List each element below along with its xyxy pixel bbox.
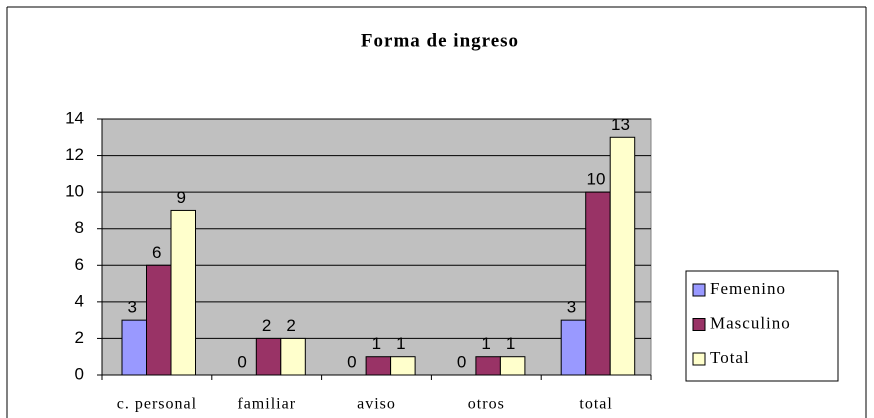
bar bbox=[170, 209, 196, 376]
data-label: 0 bbox=[237, 352, 246, 371]
legend-label: Masculino bbox=[710, 313, 791, 332]
y-tick-label: 4 bbox=[75, 291, 84, 310]
bar bbox=[475, 356, 501, 376]
legend-label: Femenino bbox=[710, 279, 786, 298]
y-tick-label: 6 bbox=[75, 255, 84, 274]
x-tick-label: total bbox=[579, 396, 612, 413]
data-label: 13 bbox=[611, 115, 630, 134]
data-label: 1 bbox=[396, 334, 405, 353]
chart-title: Forma de ingreso bbox=[361, 30, 519, 51]
bar bbox=[390, 356, 416, 376]
bar bbox=[585, 191, 611, 376]
data-label: 10 bbox=[586, 170, 605, 189]
x-tick-label: c. personal bbox=[117, 396, 197, 413]
bar bbox=[499, 356, 526, 376]
x-tick-label: familiar bbox=[237, 396, 296, 413]
y-tick-label: 8 bbox=[75, 218, 84, 237]
data-label: 3 bbox=[567, 298, 576, 317]
legend-swatch bbox=[692, 283, 706, 297]
data-label: 0 bbox=[347, 352, 356, 371]
legend-box bbox=[685, 270, 839, 382]
bar bbox=[146, 264, 172, 376]
data-label: 9 bbox=[177, 188, 186, 207]
data-label: 2 bbox=[262, 316, 271, 335]
y-tick-label: 12 bbox=[65, 145, 84, 164]
bar bbox=[121, 319, 147, 376]
x-tick-label: otros bbox=[468, 396, 505, 413]
y-tick-label: 10 bbox=[65, 182, 84, 201]
data-label: 3 bbox=[128, 298, 137, 317]
y-tick-label: 14 bbox=[65, 108, 84, 127]
data-label: 1 bbox=[372, 334, 381, 353]
legend-label: Total bbox=[710, 348, 750, 367]
bar bbox=[280, 337, 306, 376]
legend-swatch bbox=[692, 318, 706, 331]
y-tick-label: 2 bbox=[75, 328, 84, 347]
data-label: 6 bbox=[152, 243, 161, 262]
bar bbox=[609, 136, 636, 376]
legend-swatch bbox=[692, 352, 706, 366]
bar bbox=[365, 356, 392, 376]
bar bbox=[255, 337, 282, 376]
x-tick-label: aviso bbox=[357, 396, 396, 413]
y-tick-label: 0 bbox=[75, 364, 84, 383]
data-label: 1 bbox=[481, 334, 490, 353]
bar bbox=[560, 319, 587, 376]
data-label: 1 bbox=[506, 334, 515, 353]
data-label: 2 bbox=[286, 316, 295, 335]
data-label: 0 bbox=[457, 352, 466, 371]
